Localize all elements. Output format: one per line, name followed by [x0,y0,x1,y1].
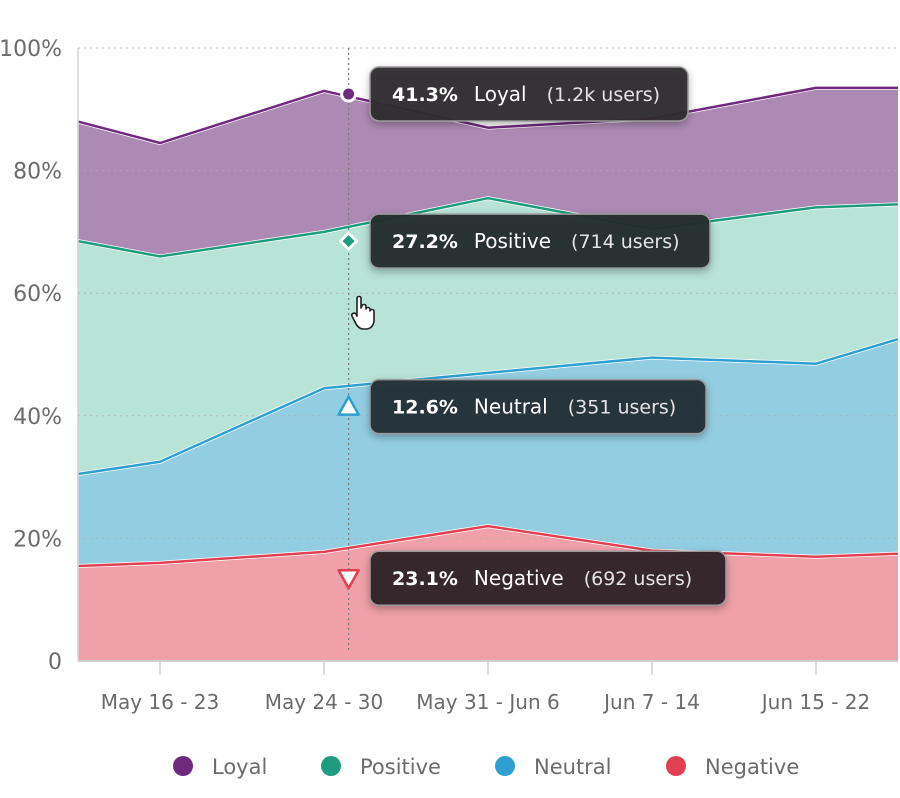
y-tick-label: 40% [13,405,62,430]
legend-label: Neutral [534,755,612,779]
negative-marker-icon [337,568,360,590]
x-tick-label: Jun 7 - 14 [602,690,700,714]
tooltip-series-name: Neutral [474,395,548,419]
tooltip-box [369,213,711,269]
x-tick-label: May 16 - 23 [101,690,220,714]
positive-marker-fill [342,235,355,248]
series-line-loyal [77,86,898,145]
neutral-marker-icon [337,395,360,416]
loyal-marker-dot [343,88,355,100]
legend-swatch [666,756,686,776]
tooltip-user-count: (351 users) [568,397,676,419]
series-line-neutral [77,337,899,476]
tooltip-user-count: (692 users) [584,568,692,590]
tooltip-box [369,550,727,606]
series-line-positive [77,196,899,258]
legend-item-negative[interactable]: Negative [666,755,799,779]
tooltip-neutral[interactable]: 12.6% Neutral (351 users) [369,378,707,435]
legend-swatch [173,756,193,776]
legend-label: Loyal [212,755,267,779]
legend-label: Negative [705,755,799,779]
y-tick-label: 100% [0,37,62,62]
tooltip-box [369,66,689,122]
tooltip-series-name: Negative [474,566,564,590]
series-line-negative [77,524,899,568]
y-tick-label: 80% [13,160,62,185]
hand-cursor-shape [351,295,375,330]
tooltip-negative[interactable]: 23.1% Negative (692 users) [369,550,727,606]
tooltip-percent: 27.2% [392,231,458,253]
x-tick-label: Jun 15 - 22 [760,690,870,714]
legend-swatch [495,756,515,776]
tooltip-user-count: (714 users) [571,231,679,253]
y-tick-label: 60% [13,282,62,307]
tooltip-user-count: (1.2k users) [547,84,660,106]
x-tick-label: May 31 - Jun 6 [416,690,559,714]
legend-swatch [321,756,341,776]
x-tick-label: May 24 - 30 [265,690,384,714]
y-tick-label: 20% [13,527,62,552]
hand-cursor-icon [351,295,375,330]
legend-item-neutral[interactable]: Neutral [495,755,612,779]
tooltip-percent: 41.3% [392,84,458,106]
tooltip-loyal[interactable]: 41.3% Loyal (1.2k users) [369,66,689,122]
tooltip-positive[interactable]: 27.2% Positive (714 users) [369,213,711,269]
legend-item-positive[interactable]: Positive [321,755,441,779]
legend-label: Positive [360,755,441,779]
tooltip-series-name: Positive [474,229,551,253]
tooltip-box [369,378,707,435]
tooltip-percent: 23.1% [392,568,458,590]
tooltip-series-name: Loyal [474,82,527,106]
tooltip-percent: 12.6% [392,397,458,419]
legend-item-loyal[interactable]: Loyal [173,755,267,779]
y-tick-label: 0 [48,650,62,675]
